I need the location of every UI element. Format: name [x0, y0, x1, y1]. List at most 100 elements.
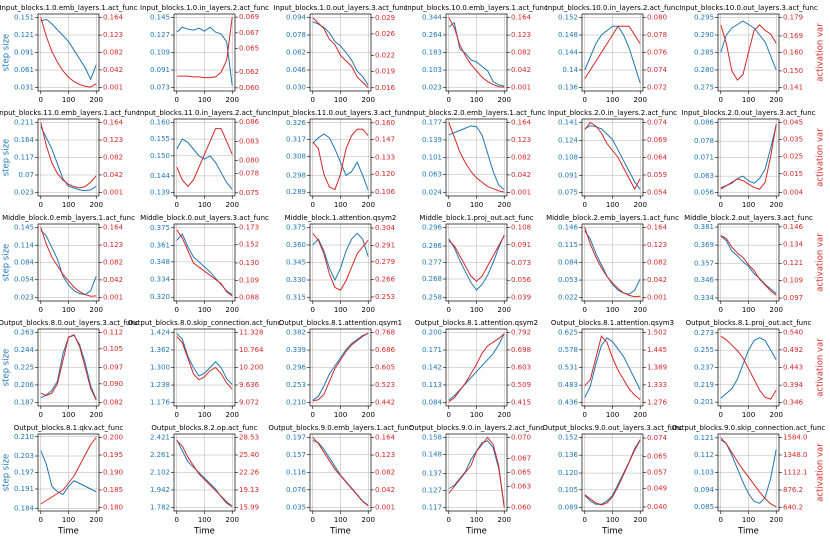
y-tick-label: 0.206 [14, 381, 35, 389]
y-tick-label: 0.191 [14, 485, 34, 493]
subplot-title: Output_blocks.9.0.in_layers.2.act_func [409, 424, 544, 432]
y-tick-label: 0.139 [150, 189, 170, 197]
axes-frame [717, 223, 780, 302]
y2-tick-label: 0.067 [239, 29, 259, 37]
subplot-title: Middle_block.1.proj_out.act_func [419, 214, 533, 222]
y-tick-label: 0.091 [558, 172, 578, 180]
subplot-title: Middle_block.0.out_layers.3.act_func [140, 214, 269, 222]
y2-tick-label: 1.333 [647, 381, 667, 389]
y2-tick-label: 0.082 [103, 399, 123, 407]
y-tick-label: 0.295 [694, 14, 714, 22]
axes-frame [581, 433, 644, 512]
x-tick-label: 200 [362, 516, 375, 524]
y2-tick-label: 0.067 [511, 455, 531, 463]
y-tick-label: 0.184 [14, 504, 35, 512]
y2-tick-label: 0.123 [511, 31, 531, 39]
x-tick-label: 100 [742, 201, 755, 209]
y-tick-label: 0.339 [286, 346, 306, 354]
data-line [40, 437, 97, 505]
y-tick-label: 0.183 [422, 49, 442, 57]
y2-tick-label: 0.540 [783, 329, 803, 337]
y2-tick-label: 0.097 [783, 294, 803, 302]
y-tick-label: 0.094 [694, 486, 715, 494]
y-tick-label: 0.109 [150, 49, 170, 57]
y2-tick-label: 0.080 [647, 14, 667, 22]
y-tick-label: 0.117 [14, 154, 34, 162]
y-tick-label: 0.210 [286, 398, 306, 406]
y-tick-label: 0.219 [694, 381, 714, 389]
y2-tick-label: 0.492 [783, 346, 803, 354]
y2-tick-label: 0.019 [375, 68, 395, 76]
y-tick-label: 0.085 [694, 503, 714, 511]
y-tick-label: 0.285 [694, 49, 714, 57]
x-tick-label: 200 [770, 96, 783, 104]
y-tick-label: 0.348 [150, 258, 170, 266]
y-tick-label: 0.158 [422, 433, 442, 441]
data-line [584, 121, 641, 191]
x-tick-label: 0 [719, 96, 723, 104]
y-tick-label: 0.201 [694, 398, 714, 406]
y-tick-label: 0.197 [286, 433, 306, 441]
x-tick-label: 0 [39, 201, 43, 209]
y2-tick-label: 0.082 [511, 49, 531, 57]
y2-tick-label: 0.064 [647, 154, 668, 162]
subplot-title: Input_blocks.11.0.out_layers.3.act_func [271, 109, 410, 117]
y-tick-label: 0.357 [694, 259, 714, 267]
y2-tick-label: 0.108 [511, 224, 531, 232]
x-tick-label: 100 [470, 201, 483, 209]
data-line [720, 337, 777, 399]
x-tick-label: 200 [634, 306, 647, 314]
y2-tick-label: 0.164 [375, 433, 396, 441]
y2-tick-label: 0.016 [375, 84, 396, 92]
data-line [584, 25, 641, 80]
x-tick-label: 200 [770, 516, 783, 524]
subplot-title: Output_blocks.8.1.attention.qsym3 [551, 319, 674, 327]
y-tick-label: 0.124 [558, 137, 579, 145]
y2-tick-label: 0.039 [511, 293, 531, 301]
subplot: 0 100 200 0.201 0.219 0.237 0.255 0.273 0.346 0.3… [686, 319, 826, 419]
y2-tick-label: 10.200 [239, 364, 264, 372]
y2-tick-label: 0.105 [103, 345, 123, 353]
axes-frame [445, 13, 508, 92]
y2-axis-label: activation var [816, 338, 826, 397]
x-tick-label: 200 [90, 96, 103, 104]
subplot: 0 100 200 0.139 0.144 0.150 0.155 0.160 0.075 0.0… [138, 109, 272, 209]
x-tick-label: 0 [719, 516, 723, 524]
y-tick-label: 0.141 [558, 119, 578, 127]
y-tick-label: 0.203 [14, 452, 34, 460]
y2-tick-label: 0.065 [511, 469, 531, 477]
y-tick-label: 0.152 [558, 433, 578, 441]
y2-tick-label: 0.160 [783, 49, 803, 57]
y2-tick-label: 0.792 [511, 329, 531, 337]
subplot: 0 100 200 0.024 0.063 0.101 0.139 0.177 0.001 0.0… [407, 109, 545, 209]
y2-tick-label: 0.022 [375, 51, 395, 59]
y2-tick-label: 0.304 [375, 224, 396, 232]
x-tick-label: 100 [62, 96, 75, 104]
y2-tick-label: 0.001 [103, 294, 123, 302]
data-line [40, 334, 97, 401]
data-line [40, 18, 97, 81]
subplot-title: Output_blocks.8.1.qkv.act_func [14, 424, 124, 432]
y-tick-label: 0.237 [694, 364, 714, 372]
y2-tick-label: 0.253 [375, 293, 395, 301]
y-tick-label: 0.084 [558, 259, 579, 267]
x-tick-label: 0 [175, 306, 179, 314]
subplot: 0 100 200 0.184 0.191 0.197 0.203 0.210 0.180 0.1… [2, 424, 124, 537]
subplot: 0 100 200 0.023 0.054 0.084 0.114 0.145 0.001 0.0… [2, 214, 136, 314]
y2-tick-label: 0.026 [375, 30, 396, 38]
x-tick-label: 0 [583, 306, 587, 314]
subplot-title: Output_blocks.9.0.out_layers.3.act_func [542, 424, 682, 432]
x-tick-label: 0 [447, 201, 451, 209]
y-tick-label: 0.326 [286, 119, 307, 127]
subplot-title: Output_blocks.8.2.op.act_func [151, 424, 257, 432]
y2-tick-label: 0.083 [239, 137, 259, 145]
subplot-title: Input_blocks.1.0.emb_layers.1.act_func [0, 4, 138, 12]
y-tick-label: 0.14 [562, 66, 578, 74]
y2-tick-label: 0.062 [239, 68, 259, 76]
y2-tick-label: 0.266 [375, 275, 396, 283]
x-tick-label: 200 [498, 306, 511, 314]
x-tick-label: 100 [470, 306, 483, 314]
y-tick-label: 0.023 [14, 189, 34, 197]
data-line [40, 229, 97, 296]
y-tick-label: 0.091 [150, 66, 170, 74]
